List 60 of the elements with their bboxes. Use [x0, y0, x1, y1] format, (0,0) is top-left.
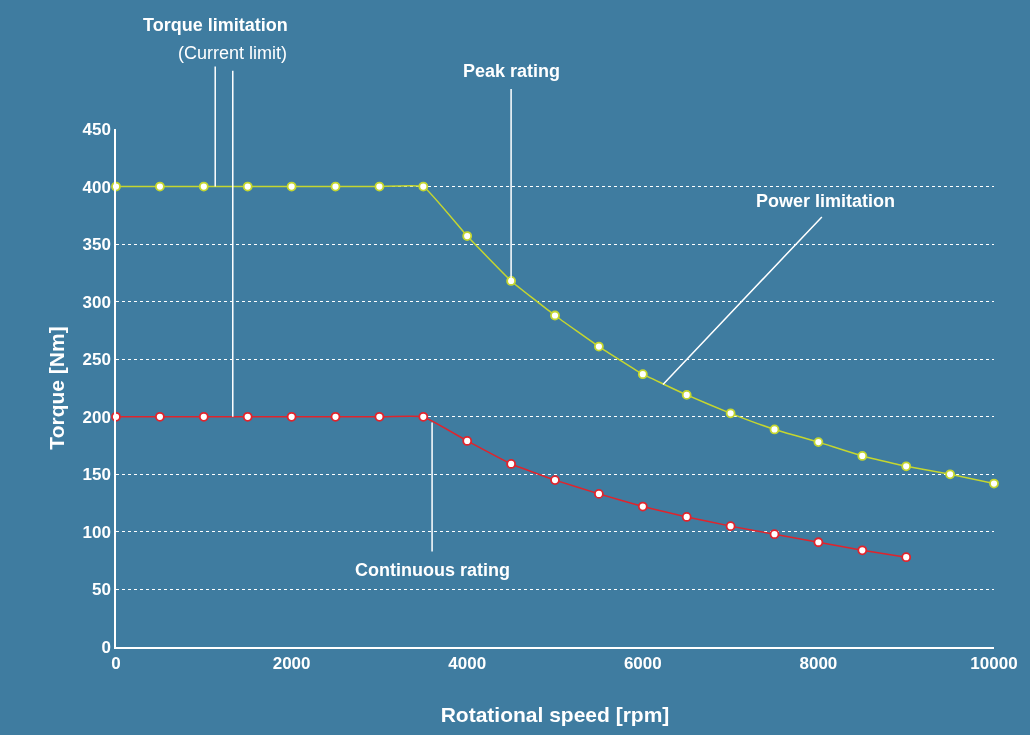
point	[462, 231, 473, 241]
annotation: Torque limitation	[143, 15, 288, 35]
point	[725, 408, 736, 419]
y-tick-label: 450	[82, 119, 111, 139]
y-tick-label: 150	[82, 465, 111, 485]
point	[769, 424, 780, 435]
x-tick-label: 4000	[448, 654, 487, 674]
y-tick-label: 50	[91, 580, 111, 600]
x-tick-label: 2000	[272, 654, 311, 674]
annotation: (Current limit)	[178, 43, 288, 63]
point	[198, 411, 209, 422]
point	[857, 545, 868, 556]
point	[462, 436, 473, 446]
y-tick-label: 100	[82, 522, 111, 542]
annotation: Power limitation	[756, 191, 896, 211]
point	[374, 181, 385, 192]
y-tick-label: 0	[101, 637, 111, 657]
point	[594, 489, 604, 499]
x-axis-title: Rotational speed [rpm]	[440, 702, 670, 726]
x-tick-label: 10000	[970, 654, 1018, 674]
y-tick-label: 400	[82, 177, 111, 197]
point	[637, 501, 648, 512]
point	[286, 411, 297, 422]
point	[330, 181, 341, 192]
point	[506, 276, 516, 286]
y-tick-label: 300	[82, 292, 111, 312]
point	[374, 411, 385, 422]
point	[725, 521, 736, 532]
point	[813, 437, 824, 447]
y-axis-title: Torque [Nm]	[45, 326, 69, 450]
point	[901, 552, 912, 563]
point	[506, 459, 516, 469]
point	[813, 537, 824, 548]
point	[155, 181, 165, 192]
point	[681, 390, 692, 400]
point	[637, 369, 648, 380]
point	[989, 478, 999, 489]
point	[857, 451, 868, 461]
point	[418, 181, 429, 192]
point	[550, 310, 560, 321]
x-tick-label: 8000	[799, 654, 838, 674]
x-tick-label: 6000	[623, 654, 662, 674]
point	[155, 411, 165, 422]
point	[769, 529, 780, 540]
annotation: Peak rating	[463, 61, 561, 81]
y-tick-label: 200	[82, 407, 111, 427]
point	[550, 475, 560, 485]
y-tick-label: 250	[82, 350, 111, 370]
point	[286, 181, 297, 192]
point	[330, 411, 341, 422]
point	[901, 461, 912, 472]
point	[242, 411, 253, 422]
point	[418, 411, 429, 422]
point	[945, 469, 955, 480]
point	[594, 341, 604, 352]
point	[242, 181, 253, 192]
y-tick-label: 350	[82, 235, 111, 255]
annotation: Continuous rating	[355, 560, 510, 580]
point	[198, 181, 209, 192]
point	[681, 512, 692, 522]
